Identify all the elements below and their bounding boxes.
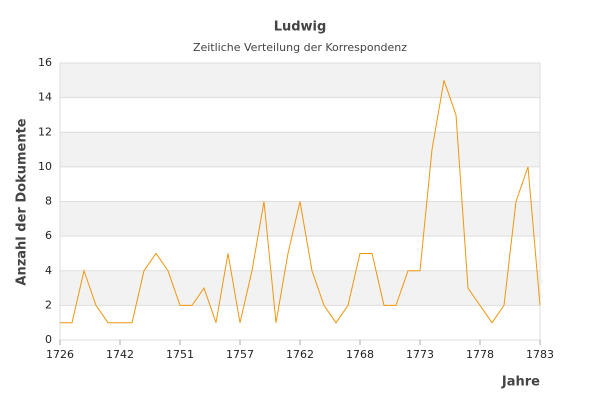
x-tick-label: 1762 <box>286 348 314 361</box>
grid-band <box>60 201 540 237</box>
y-tick-label: 0 <box>45 333 52 346</box>
y-tick-label: 2 <box>45 298 52 311</box>
x-tick-label: 1773 <box>406 348 434 361</box>
y-tick-label: 10 <box>38 160 52 173</box>
y-tick-label: 12 <box>38 125 52 138</box>
x-tick-label: 1768 <box>346 348 374 361</box>
y-axis-title: Anzahl der Dokumente <box>15 118 30 285</box>
x-tick-label: 1757 <box>226 348 254 361</box>
y-tick-label: 14 <box>38 91 52 104</box>
chart-subtitle: Zeitliche Verteilung der Korrespondenz <box>193 41 407 54</box>
y-tick-label: 6 <box>45 229 52 242</box>
y-tick-label: 16 <box>38 56 52 69</box>
x-tick-label: 1783 <box>526 348 554 361</box>
chart-title: Ludwig <box>274 20 327 35</box>
x-tick-label: 1778 <box>466 348 494 361</box>
grid-band <box>60 63 540 98</box>
y-tick-label: 8 <box>45 195 52 208</box>
x-tick-label: 1726 <box>46 348 74 361</box>
grid-band <box>60 132 540 167</box>
x-tick-label: 1751 <box>166 348 194 361</box>
x-tick-label: 1742 <box>106 348 134 361</box>
data-line <box>60 80 541 324</box>
x-axis-title: Jahre <box>501 375 540 390</box>
y-tick-label: 4 <box>45 264 52 277</box>
